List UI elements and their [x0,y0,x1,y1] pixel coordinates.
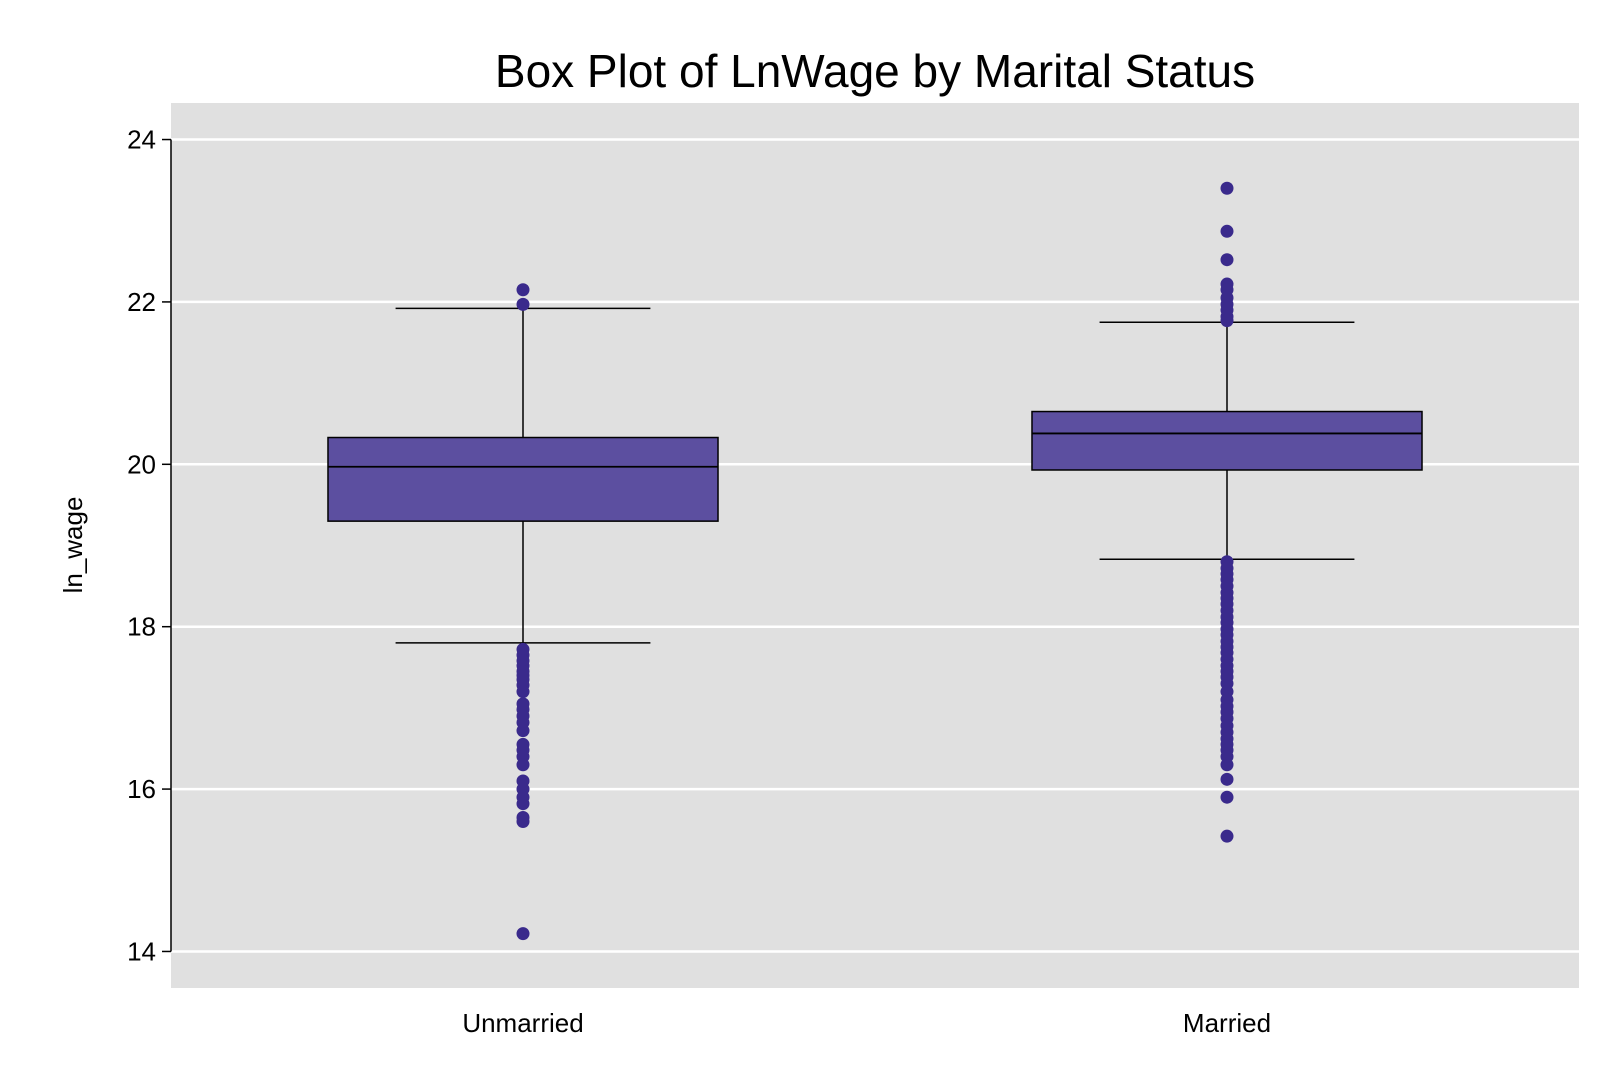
y-tick-label: 20 [127,449,156,479]
x-tick-label: Unmarried [462,1008,583,1038]
plot-panel [171,103,1579,988]
outlier-point [516,724,530,738]
y-tick-label: 24 [127,125,156,155]
outlier-point [1220,829,1234,843]
outlier-point [516,815,530,829]
y-tick-label: 16 [127,774,156,804]
outlier-point [1220,758,1234,772]
y-tick-label: 14 [127,936,156,966]
outlier-point [516,797,530,811]
y-tick-label: 22 [127,287,156,317]
outlier-point [516,685,530,699]
box-unmarried [327,307,719,644]
y-tick-label: 18 [127,612,156,642]
outlier-point [1220,181,1234,195]
x-axis: Unmarried Married [462,1008,1271,1038]
outlier-point [516,758,530,772]
iqr-box [327,436,719,522]
y-axis: 14 16 18 20 22 24 [127,125,172,966]
boxes [327,307,1423,644]
outlier-point [516,283,530,297]
outlier-points [516,181,1234,941]
box-married [1031,321,1423,561]
y-axis-label: ln_wage [58,497,88,594]
outlier-point [1220,772,1234,786]
outlier-point [1220,253,1234,267]
outlier-point [1220,224,1234,238]
x-tick-label: Married [1183,1008,1271,1038]
outlier-point [516,297,530,311]
outlier-point [1220,790,1234,804]
iqr-box [1031,410,1423,471]
outlier-point [516,927,530,941]
chart-title: Box Plot of LnWage by Marital Status [495,45,1255,97]
outlier-point [1220,314,1234,328]
